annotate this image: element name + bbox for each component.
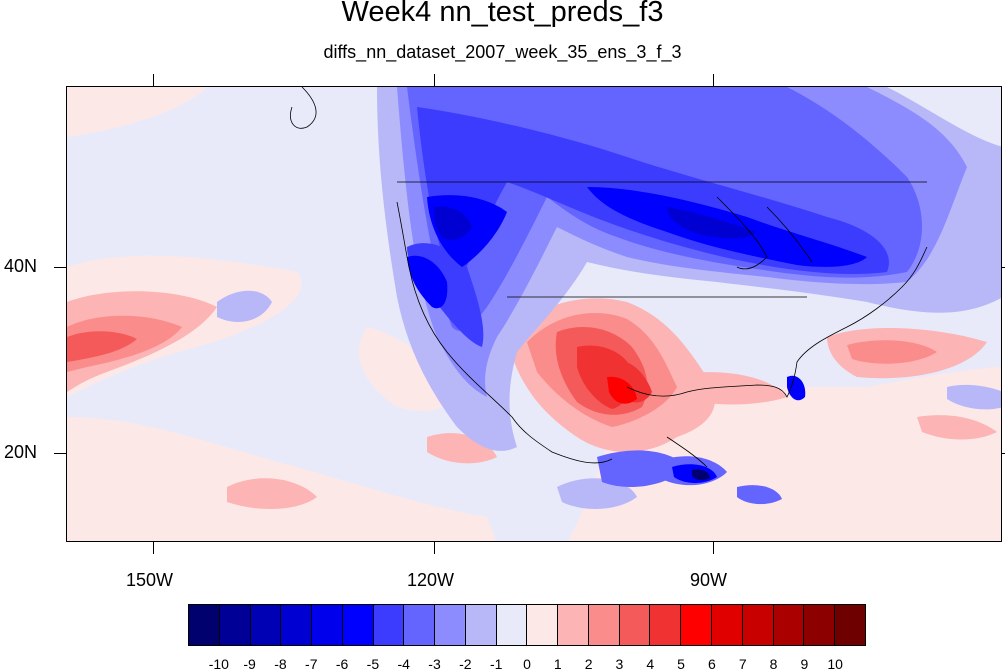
top-tick-150w [153,74,154,86]
colorbar-box [712,605,743,645]
colorbar-label: -6 [335,656,349,672]
colorbar-box [650,605,682,645]
colorbar-box [742,605,774,645]
colorbar-box [681,605,713,645]
lat-label-20n: 20N [4,442,38,462]
colorbar-label: 10 [827,656,843,672]
map-panel [66,86,1002,542]
colorbar-box [281,605,313,645]
colorbar-box [588,605,620,645]
lon-label-150w: 150W [126,570,174,590]
colorbar-box [619,605,651,645]
colorbar-label: 1 [553,656,562,672]
colorbar-label: -4 [397,656,410,672]
colorbar-label: -3 [428,656,441,672]
bottom-tick-150w [153,542,154,554]
colorbar-box [835,605,865,645]
bottom-tick-90w [713,542,714,554]
colorbar-label: 3 [615,656,624,672]
top-tick-90w [713,74,714,86]
colorbar-box [496,605,528,645]
colorbar-label: -2 [459,656,472,672]
top-tick-120w [434,74,435,86]
left-tick-40n [54,267,66,268]
left-tick-20n [54,453,66,454]
colorbar-label: 6 [708,656,716,672]
colorbar-label: -8 [274,656,287,672]
bottom-tick-120w [434,542,435,554]
colorbar-label: -10 [208,656,229,672]
colorbar-box [312,605,343,645]
colorbar-box [404,605,436,645]
colorbar-label: 8 [769,656,778,672]
figure-subtitle: diffs_nn_dataset_2007_week_35_ens_3_f_3 [323,42,682,62]
colorbar-label: -1 [489,656,503,672]
colorbar [188,604,866,646]
colorbar-label: 0 [523,656,531,672]
colorbar-box [373,605,405,645]
colorbar-label: -7 [305,656,318,672]
colorbar-box [250,605,282,645]
colorbar-box [773,605,805,645]
colorbar-label: 7 [738,656,747,672]
colorbar-box [342,605,374,645]
colorbar-box [465,605,497,645]
colorbar-box [527,605,559,645]
figure-title: Week4 nn_test_preds_f3 [341,0,664,28]
colorbar-label: -9 [243,656,256,672]
colorbar-label: 9 [800,656,809,672]
lon-label-120w: 120W [407,570,455,590]
right-tick-20n [1001,453,1005,454]
colorbar-box [804,605,836,645]
colorbar-label: 2 [584,656,593,672]
anomaly-field [67,87,1001,541]
colorbar-box [435,605,466,645]
lat-label-40n: 40N [4,256,38,276]
colorbar-label: -5 [366,656,380,672]
lon-label-90w: 90W [690,570,728,590]
right-tick-40n [1001,267,1005,268]
colorbar-box [189,605,220,645]
colorbar-label: 5 [677,656,685,672]
colorbar-box [558,605,589,645]
colorbar-box [219,605,251,645]
colorbar-label: 4 [646,656,655,672]
